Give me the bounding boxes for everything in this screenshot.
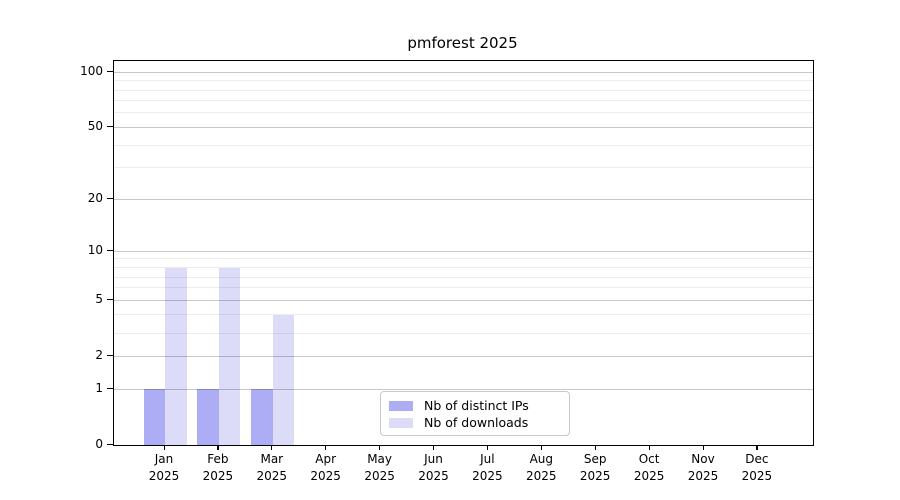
x-tick-aug (540, 445, 542, 450)
y-tick-label-1: 1 (95, 381, 103, 395)
gridline-major-1 (114, 388, 813, 390)
x-tick-sep (594, 445, 596, 450)
legend: Nb of distinct IPs Nb of downloads (380, 391, 570, 436)
x-tick-jun (433, 445, 435, 450)
bar-nb-of-distinct-ips-jan (143, 389, 165, 445)
gridline-major-20 (114, 198, 813, 200)
x-tick-year-dec: 2025 (741, 469, 773, 483)
x-tick-year-nov: 2025 (687, 469, 719, 483)
gridline-minor-30 (114, 167, 813, 169)
y-tick-20 (107, 197, 113, 199)
x-tick-label-jun: Jun 2025 (406, 451, 462, 485)
legend-swatch-downloads-icon (389, 417, 413, 428)
y-tick-0 (107, 443, 113, 445)
y-tick-label-5: 5 (95, 292, 103, 307)
x-tick-month-dec: Dec (745, 452, 769, 466)
gridline-major-10 (114, 250, 813, 252)
x-tick-month-nov: Nov (691, 452, 715, 466)
x-tick-year-jul: 2025 (472, 469, 503, 483)
x-tick-month-may: May (367, 452, 392, 466)
gridline-major-50 (114, 126, 813, 128)
y-tick-label-0: 0 (95, 437, 103, 451)
y-tick-1 (107, 387, 113, 389)
x-tick-label-jan: Jan 2025 (136, 451, 192, 485)
x-tick-apr (325, 445, 327, 450)
x-tick-label-mar: Mar 2025 (244, 451, 300, 485)
gridline-minor-60 (114, 112, 813, 114)
x-tick-dec (756, 445, 758, 450)
legend-label-downloads: Nb of downloads (424, 415, 529, 430)
x-tick-label-oct: Oct 2025 (621, 451, 677, 485)
y-tick-100 (107, 70, 113, 72)
y-tick-2 (107, 354, 113, 356)
x-tick-month-jul: Jul (480, 452, 495, 466)
gridline-minor-6 (114, 287, 813, 289)
bar-nb-of-downloads-feb (218, 267, 241, 445)
x-tick-year-oct: 2025 (633, 469, 665, 483)
x-tick-month-mar: Mar (260, 452, 284, 466)
x-tick-label-nov: Nov 2025 (675, 451, 731, 485)
legend-label-distinct-ips: Nb of distinct IPs (424, 398, 529, 413)
x-tick-jan (163, 445, 165, 450)
x-tick-year-apr: 2025 (310, 469, 341, 483)
x-tick-label-jul: Jul 2025 (459, 451, 515, 485)
x-tick-month-sep: Sep (583, 452, 607, 466)
y-tick-10 (107, 249, 113, 251)
x-tick-label-apr: Apr 2025 (298, 451, 354, 485)
bar-nb-of-downloads-jan (165, 267, 187, 445)
gridline-minor-3 (114, 332, 813, 334)
x-tick-month-apr: Apr (315, 452, 337, 466)
gridline-minor-80 (114, 89, 813, 91)
x-tick-year-may: 2025 (364, 469, 395, 483)
gridline-major-100 (114, 71, 813, 73)
x-tick-month-jan: Jan (154, 452, 174, 466)
x-tick-label-aug: Aug 2025 (513, 451, 569, 485)
gridline-major-5 (114, 299, 813, 301)
x-tick-jul (486, 445, 489, 450)
gridline-minor-70 (114, 100, 813, 102)
gridline-minor-4 (114, 314, 813, 316)
x-tick-label-may: May 2025 (352, 451, 408, 485)
y-tick-label-50: 50 (87, 119, 103, 134)
chart-title: pmforest 2025 (407, 34, 518, 52)
gridline-minor-9 (114, 258, 813, 260)
y-tick-label-20: 20 (87, 191, 103, 206)
bar-nb-of-downloads-mar (272, 314, 295, 445)
bar-nb-of-distinct-ips-mar (251, 389, 273, 445)
gridline-major-2 (114, 355, 813, 357)
x-tick-year-jun: 2025 (418, 469, 449, 483)
plot-area (113, 60, 814, 446)
y-tick-label-10: 10 (87, 243, 103, 258)
x-tick-nov (702, 445, 704, 450)
gridline-minor-40 (114, 144, 813, 146)
x-tick-may (379, 445, 381, 450)
y-tick-label-100: 100 (80, 64, 103, 79)
x-tick-year-feb: 2025 (202, 469, 234, 483)
x-tick-year-aug: 2025 (526, 469, 557, 483)
gridline-minor-90 (114, 80, 813, 82)
x-tick-month-aug: Aug (529, 452, 554, 466)
legend-swatch-distinct-ips-icon (389, 400, 413, 411)
x-tick-label-feb: Feb 2025 (190, 451, 246, 485)
x-tick-mar (271, 445, 273, 450)
legend-item-downloads: Nb of downloads (389, 414, 561, 431)
x-tick-month-oct: Oct (638, 452, 660, 466)
x-tick-year-sep: 2025 (579, 469, 611, 483)
x-tick-month-feb: Feb (207, 452, 229, 466)
x-tick-month-jun: Jun (424, 452, 443, 466)
y-tick-50 (107, 125, 113, 128)
x-tick-oct (648, 445, 650, 450)
y-tick-5 (107, 298, 113, 300)
gridline-minor-7 (114, 276, 813, 278)
x-tick-label-dec: Dec 2025 (729, 451, 785, 485)
x-tick-year-mar: 2025 (256, 469, 288, 483)
x-tick-year-jan: 2025 (148, 469, 180, 483)
bar-nb-of-distinct-ips-feb (197, 389, 219, 445)
x-tick-label-sep: Sep 2025 (567, 451, 623, 485)
gridline-minor-8 (114, 267, 813, 268)
x-tick-feb (217, 445, 219, 450)
y-tick-label-2: 2 (95, 348, 103, 363)
legend-item-distinct-ips: Nb of distinct IPs (389, 397, 561, 414)
